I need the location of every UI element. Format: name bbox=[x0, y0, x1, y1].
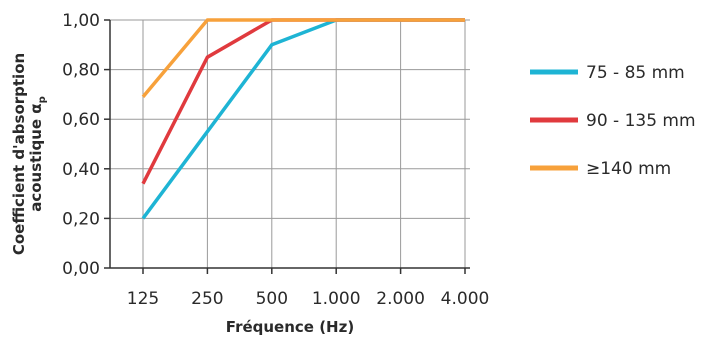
y-tick-label: 0,20 bbox=[62, 209, 100, 229]
series-lines bbox=[141, 18, 465, 220]
y-axis-title: Coefficient d'absorption acoustique αp bbox=[10, 53, 48, 255]
x-tick-label: 2.000 bbox=[376, 289, 425, 309]
legend-label-2: 90 - 135 mm bbox=[586, 111, 696, 131]
series-line-2 bbox=[141, 18, 465, 185]
y-axis-title-subscript: p bbox=[37, 96, 48, 103]
series-line-3 bbox=[141, 18, 465, 99]
x-tick-label: 500 bbox=[256, 289, 288, 309]
y-tick-label: 0,00 bbox=[62, 259, 100, 279]
y-tick-label: 1,00 bbox=[62, 11, 100, 31]
x-tick-label: 4.000 bbox=[441, 289, 490, 309]
x-tick-label: 125 bbox=[127, 289, 159, 309]
y-axis-title-line1: Coefficient d'absorption bbox=[10, 53, 28, 255]
x-tick-labels: 125 250 500 1.000 2.000 4.000 bbox=[127, 268, 490, 309]
y-tick-label: 0,60 bbox=[62, 110, 100, 130]
x-axis-title: Fréquence (Hz) bbox=[226, 318, 354, 336]
axes bbox=[109, 20, 470, 269]
x-tick-label: 1.000 bbox=[312, 289, 361, 309]
legend-label-3: ≥140 mm bbox=[586, 159, 671, 179]
legend-label-1: 75 - 85 mm bbox=[586, 63, 685, 83]
x-tick-label: 250 bbox=[191, 289, 223, 309]
y-tick-labels: 0,00 0,20 0,40 0,60 0,80 1,00 bbox=[62, 11, 110, 279]
y-tick-label: 0,40 bbox=[62, 160, 100, 180]
y-axis-title-line2: acoustique αp bbox=[27, 96, 48, 212]
y-axis-title-alpha: acoustique α bbox=[27, 103, 45, 211]
legend: 75 - 85 mm 90 - 135 mm ≥140 mm bbox=[530, 63, 696, 179]
y-tick-label: 0,80 bbox=[62, 61, 100, 81]
